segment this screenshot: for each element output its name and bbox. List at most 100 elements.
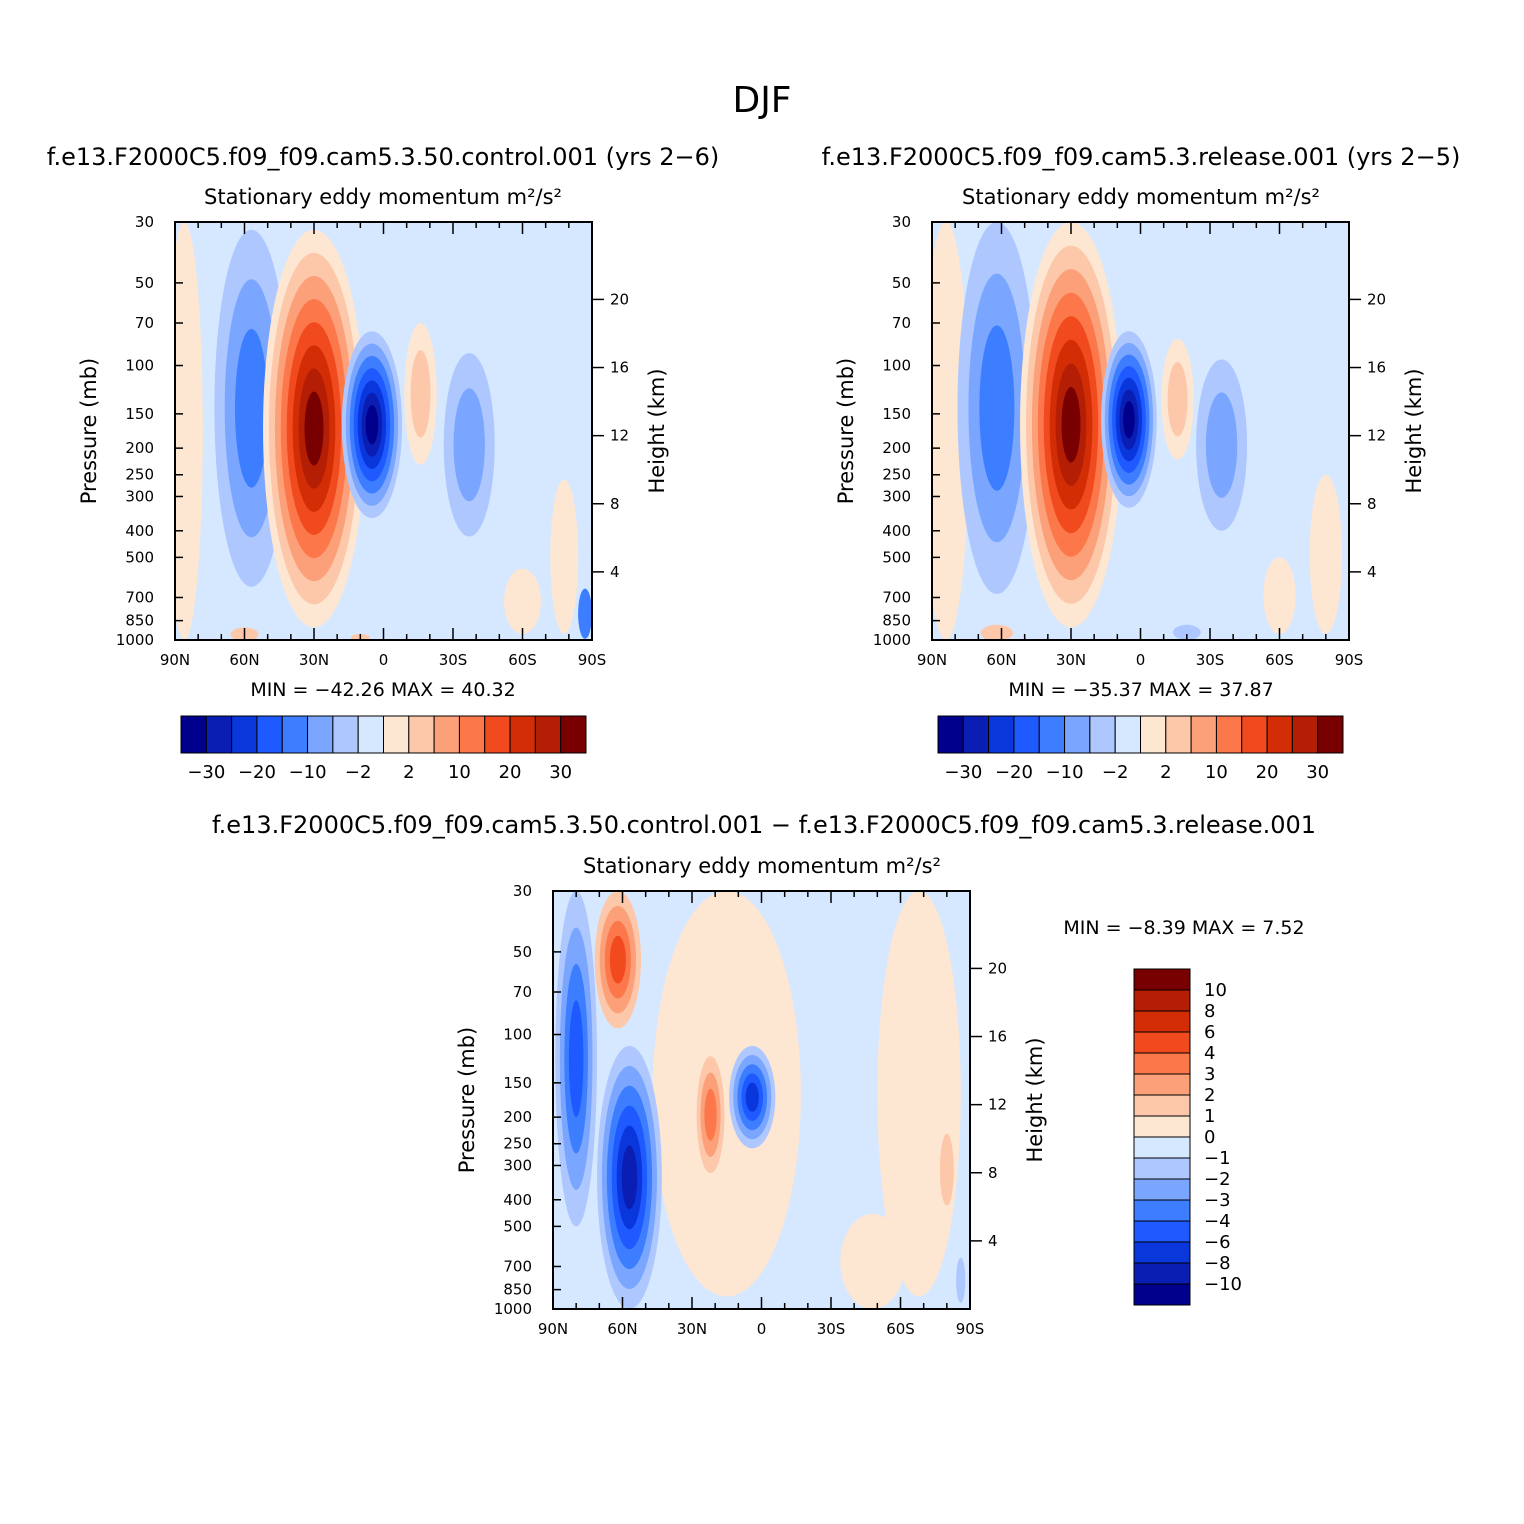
y-tick-label: 30 [892, 213, 911, 231]
panel-release-min-max: MIN = −35.37 MAX = 37.87 [1008, 679, 1273, 701]
y-tick-label: 1000 [873, 631, 911, 649]
surface-negative-speck [578, 588, 592, 639]
x-tick-label: 30N [1056, 651, 1086, 669]
colorbar-box [1241, 715, 1268, 754]
y-tick-label: 250 [503, 1135, 532, 1153]
panel-difference-axes: 3050701001502002503004005007008501000481… [494, 882, 1007, 1338]
colorbar-box [1133, 1157, 1191, 1180]
colorbar-box [205, 715, 233, 754]
x-tick-label: 30N [677, 1320, 707, 1338]
x-tick-label: 60N [229, 651, 259, 669]
height-tick-label: 20 [988, 959, 1007, 977]
colorbar-box [509, 715, 536, 754]
y-tick-label: 700 [503, 1257, 532, 1275]
colorbar-box [1089, 715, 1116, 754]
panel-bottom-case-title: f.e13.F2000C5.f09_f09.cam5.3.50.control.… [212, 811, 1316, 839]
equatorial-negative-minimum [1123, 400, 1135, 439]
southern-positive-region [503, 568, 542, 634]
y-tick-label: 300 [503, 1156, 532, 1174]
panel-difference-ylabel-right: Height (km) [1023, 1037, 1047, 1162]
panel-control-ylabel-right: Height (km) [645, 368, 669, 493]
colorbar-box [1064, 715, 1091, 754]
y-tick-label: 250 [882, 466, 911, 484]
x-tick-label: 60S [1265, 651, 1294, 669]
southern-positive-region [877, 891, 961, 1297]
x-tick-label: 90N [160, 651, 190, 669]
polar-positive-region [175, 222, 203, 640]
colorbar-tick-label: −30 [187, 762, 225, 783]
height-tick-label: 4 [988, 1232, 998, 1250]
x-tick-label: 30S [1196, 651, 1225, 669]
mid-latitude-negative-minimum [621, 1145, 638, 1210]
y-tick-label: 100 [503, 1026, 532, 1044]
colorbar-box [1013, 715, 1040, 754]
colorbar-tick-label: −10 [1204, 1274, 1242, 1295]
x-tick-label: 60S [886, 1320, 915, 1338]
colorbar-box [1133, 1031, 1191, 1054]
panel-control-ylabel: Pressure (mb) [77, 358, 101, 505]
colorbar-tick-label: 3 [1204, 1064, 1215, 1085]
colorbar-tick-label: 10 [448, 762, 471, 783]
panel-top-left-case-title: f.e13.F2000C5.f09_f09.cam5.3.50.control.… [47, 143, 720, 171]
panel-control-axes: 3050701001502002503004005007008501000481… [116, 213, 629, 669]
y-tick-label: 50 [892, 274, 911, 292]
equatorial-negative-region [745, 1082, 759, 1112]
colorbar-tick-label: 20 [1256, 762, 1279, 783]
colorbar-tick-label: −6 [1204, 1232, 1231, 1253]
panel-release: Stationary eddy momentum m²/s² 305070100… [834, 185, 1426, 783]
x-tick-label: 30S [817, 1320, 846, 1338]
height-tick-label: 20 [610, 290, 629, 308]
colorbar-box [357, 715, 384, 754]
height-tick-label: 20 [1367, 290, 1386, 308]
colorbar-tick-label: −10 [289, 762, 327, 783]
colorbar-box [1190, 715, 1217, 754]
x-tick-label: 60S [508, 651, 537, 669]
colorbar-box [1291, 715, 1319, 754]
broad-positive-region [652, 891, 801, 1297]
southern-positive-region [840, 1213, 906, 1309]
y-tick-label: 400 [125, 522, 154, 540]
x-tick-label: 60N [607, 1320, 637, 1338]
y-tick-label: 1000 [494, 1300, 532, 1318]
colorbar-box [1114, 715, 1141, 754]
x-tick-label: 90S [1335, 651, 1364, 669]
y-tick-label: 100 [882, 357, 911, 375]
x-tick-label: 60N [986, 651, 1016, 669]
colorbar-box [1038, 715, 1066, 754]
upper-positive-region [609, 935, 626, 984]
colorbar-box [560, 715, 587, 754]
surface-positive-speck [980, 624, 1014, 640]
colorbar-tick-label: −1 [1204, 1148, 1231, 1169]
colorbar-tick-label: −10 [1046, 762, 1084, 783]
x-tick-label: 90S [578, 651, 607, 669]
panel-control-min-max: MIN = −42.26 MAX = 40.32 [250, 679, 515, 701]
height-tick-label: 16 [610, 359, 629, 377]
colorbar-tick-label: −30 [944, 762, 982, 783]
colorbar-tick-label: −8 [1204, 1253, 1231, 1274]
y-tick-label: 70 [135, 314, 154, 332]
colorbar-box [180, 715, 207, 754]
height-tick-label: 8 [988, 1164, 998, 1182]
colorbar-tick-label: 20 [499, 762, 522, 783]
y-tick-label: 250 [125, 466, 154, 484]
x-tick-label: 30S [439, 651, 468, 669]
colorbar-box [1133, 1178, 1191, 1201]
southern-positive-region [1309, 474, 1343, 634]
x-tick-label: 0 [379, 651, 389, 669]
colorbar-box [937, 715, 964, 754]
polar-positive-region [932, 222, 970, 640]
height-tick-label: 16 [988, 1028, 1007, 1046]
southern-positive-region [1263, 557, 1296, 634]
y-tick-label: 850 [882, 612, 911, 630]
y-tick-label: 1000 [116, 631, 154, 649]
height-tick-label: 4 [1367, 563, 1377, 581]
colorbar-box [408, 715, 435, 754]
panel-release-colorbar: −30 −20 −10 −2 2 10 20 30 [937, 715, 1344, 783]
y-tick-label: 500 [503, 1217, 532, 1235]
colorbar-tick-label: −2 [1102, 762, 1129, 783]
high-latitude-negative-column [234, 328, 268, 488]
colorbar-tick-label: −20 [995, 762, 1033, 783]
height-tick-label: 12 [1367, 427, 1386, 445]
colorbar-box [962, 715, 990, 754]
y-tick-label: 150 [503, 1074, 532, 1092]
